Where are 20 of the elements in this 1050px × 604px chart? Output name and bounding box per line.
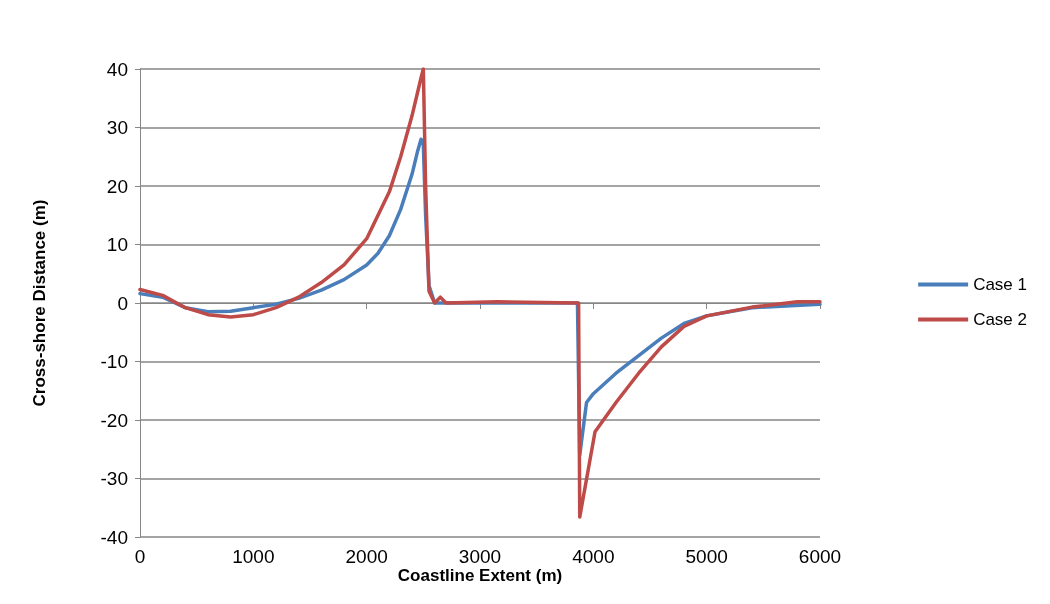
legend-label: Case 2 bbox=[973, 310, 1028, 329]
legend-label: Case 1 bbox=[973, 275, 1028, 294]
x-tick-label: 0 bbox=[134, 546, 146, 567]
x-tick-label: 4000 bbox=[572, 546, 615, 567]
x-tick-label: 6000 bbox=[798, 546, 842, 567]
y-tick-label: -10 bbox=[100, 351, 128, 372]
y-tick-label: 20 bbox=[106, 175, 128, 197]
y-tick-label: -30 bbox=[100, 468, 128, 489]
x-tick-label: 3000 bbox=[458, 546, 502, 567]
y-tick-label: 0 bbox=[117, 292, 128, 314]
x-tick-label: 2000 bbox=[345, 546, 388, 567]
y-tick-label: 10 bbox=[106, 234, 128, 255]
x-tick-label: 1000 bbox=[232, 546, 275, 567]
y-tick-label: -20 bbox=[100, 409, 128, 431]
x-tick-label: 5000 bbox=[685, 546, 728, 567]
x-axis-title: Coastline Extent (m) bbox=[397, 566, 563, 585]
y-tick-label: -40 bbox=[100, 526, 128, 548]
y-tick-label: 40 bbox=[106, 58, 128, 80]
y-axis-title: Cross-shore Distance (m) bbox=[30, 199, 49, 407]
y-tick-label: 30 bbox=[106, 117, 128, 138]
